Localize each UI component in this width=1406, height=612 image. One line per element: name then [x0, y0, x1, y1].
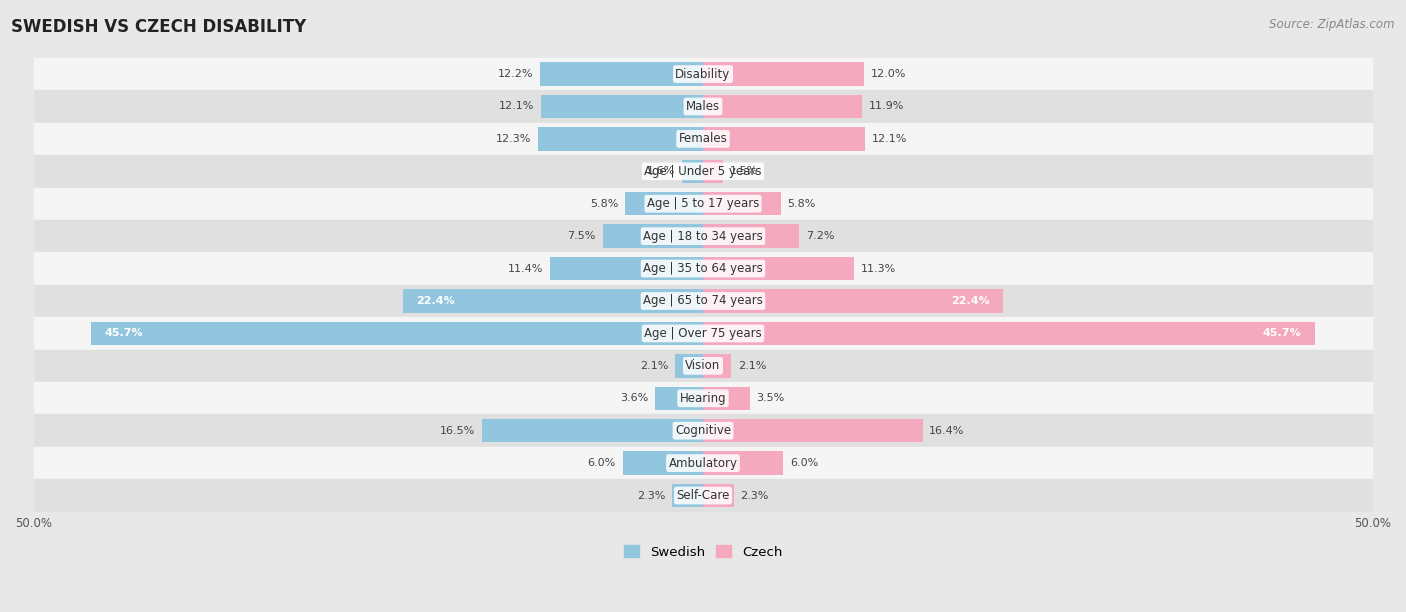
Bar: [541, 95, 703, 118]
Text: Age | Under 5 years: Age | Under 5 years: [644, 165, 762, 178]
Text: Self-Care: Self-Care: [676, 489, 730, 502]
Text: 22.4%: 22.4%: [950, 296, 990, 306]
Text: Females: Females: [679, 132, 727, 146]
Bar: [482, 419, 703, 442]
Bar: [703, 484, 734, 507]
Text: Cognitive: Cognitive: [675, 424, 731, 437]
Bar: [550, 257, 703, 280]
Text: 12.0%: 12.0%: [870, 69, 905, 79]
Text: Age | 18 to 34 years: Age | 18 to 34 years: [643, 230, 763, 242]
Bar: [404, 289, 703, 313]
Text: Disability: Disability: [675, 67, 731, 81]
Bar: [34, 285, 1372, 317]
Text: 12.1%: 12.1%: [872, 134, 907, 144]
Text: 2.1%: 2.1%: [738, 361, 766, 371]
Text: Source: ZipAtlas.com: Source: ZipAtlas.com: [1270, 18, 1395, 31]
Text: 45.7%: 45.7%: [104, 329, 143, 338]
Bar: [703, 322, 1315, 345]
Bar: [703, 257, 855, 280]
Text: 5.8%: 5.8%: [787, 199, 815, 209]
Bar: [34, 414, 1372, 447]
Bar: [538, 127, 703, 151]
Bar: [675, 354, 703, 378]
Text: SWEDISH VS CZECH DISABILITY: SWEDISH VS CZECH DISABILITY: [11, 18, 307, 36]
Text: 5.8%: 5.8%: [591, 199, 619, 209]
Text: Hearing: Hearing: [679, 392, 727, 405]
Text: 22.4%: 22.4%: [416, 296, 456, 306]
Bar: [34, 317, 1372, 349]
Text: 12.3%: 12.3%: [496, 134, 531, 144]
Bar: [34, 187, 1372, 220]
Text: 12.1%: 12.1%: [499, 102, 534, 111]
Bar: [703, 354, 731, 378]
Text: 1.5%: 1.5%: [730, 166, 758, 176]
Text: 16.5%: 16.5%: [440, 426, 475, 436]
Bar: [34, 220, 1372, 252]
Bar: [34, 58, 1372, 90]
Text: 7.5%: 7.5%: [568, 231, 596, 241]
Bar: [703, 160, 723, 183]
Text: 6.0%: 6.0%: [588, 458, 616, 468]
Text: 16.4%: 16.4%: [929, 426, 965, 436]
Text: 11.9%: 11.9%: [869, 102, 904, 111]
Text: 7.2%: 7.2%: [806, 231, 835, 241]
Text: 11.4%: 11.4%: [509, 264, 544, 274]
Bar: [91, 322, 703, 345]
Text: Ambulatory: Ambulatory: [668, 457, 738, 469]
Text: 12.2%: 12.2%: [498, 69, 533, 79]
Bar: [703, 289, 1002, 313]
Bar: [682, 160, 703, 183]
Text: 3.6%: 3.6%: [620, 394, 648, 403]
Bar: [34, 155, 1372, 187]
Bar: [703, 192, 780, 215]
Bar: [703, 387, 749, 410]
Bar: [626, 192, 703, 215]
Legend: Swedish, Czech: Swedish, Czech: [619, 540, 787, 564]
Bar: [703, 225, 800, 248]
Bar: [34, 252, 1372, 285]
Bar: [703, 452, 783, 475]
Text: 45.7%: 45.7%: [1263, 329, 1302, 338]
Bar: [34, 122, 1372, 155]
Text: Age | 5 to 17 years: Age | 5 to 17 years: [647, 197, 759, 211]
Bar: [703, 419, 922, 442]
Bar: [34, 447, 1372, 479]
Text: 2.1%: 2.1%: [640, 361, 668, 371]
Text: Age | 35 to 64 years: Age | 35 to 64 years: [643, 262, 763, 275]
Text: Age | 65 to 74 years: Age | 65 to 74 years: [643, 294, 763, 307]
Bar: [540, 62, 703, 86]
Bar: [703, 62, 863, 86]
Bar: [603, 225, 703, 248]
Text: Males: Males: [686, 100, 720, 113]
Bar: [672, 484, 703, 507]
Bar: [703, 127, 865, 151]
Text: 2.3%: 2.3%: [637, 491, 665, 501]
Text: 1.6%: 1.6%: [647, 166, 675, 176]
Bar: [34, 90, 1372, 122]
Text: 11.3%: 11.3%: [860, 264, 896, 274]
Text: Age | Over 75 years: Age | Over 75 years: [644, 327, 762, 340]
Bar: [34, 479, 1372, 512]
Text: 6.0%: 6.0%: [790, 458, 818, 468]
Text: Vision: Vision: [685, 359, 721, 372]
Bar: [655, 387, 703, 410]
Bar: [34, 382, 1372, 414]
Bar: [34, 349, 1372, 382]
Text: 3.5%: 3.5%: [756, 394, 785, 403]
Bar: [623, 452, 703, 475]
Text: 2.3%: 2.3%: [741, 491, 769, 501]
Bar: [703, 95, 862, 118]
